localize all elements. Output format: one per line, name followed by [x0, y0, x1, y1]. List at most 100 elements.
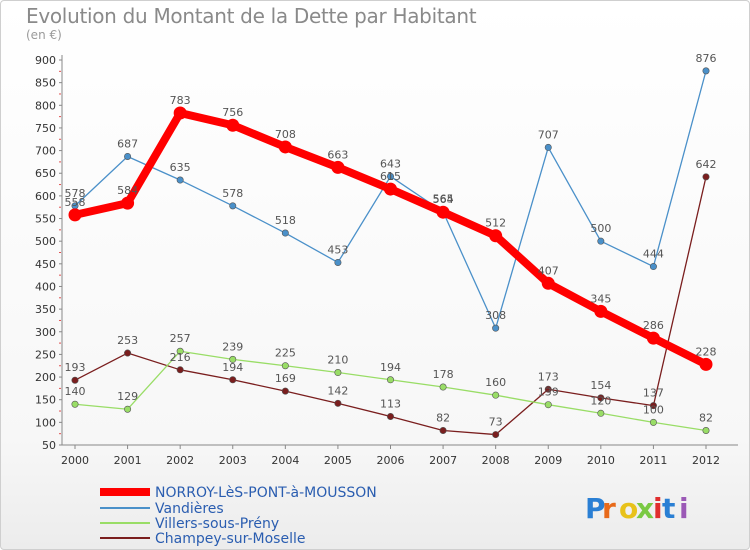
data-label: 253: [117, 334, 138, 347]
data-label: 225: [275, 347, 296, 360]
data-point: [489, 229, 503, 243]
data-label: 518: [275, 214, 296, 227]
data-label: 564: [433, 193, 454, 206]
data-label: 642: [696, 158, 717, 171]
data-point: [124, 349, 132, 357]
x-tick-label: 2006: [377, 454, 405, 467]
series-lines: [68, 67, 713, 439]
data-point: [384, 182, 397, 196]
data-label: 169: [275, 372, 296, 385]
y-tick-label: 750: [35, 122, 56, 135]
y-tick-label: 500: [35, 235, 56, 248]
data-point: [281, 362, 289, 370]
y-tick-label: 200: [35, 371, 56, 384]
data-label: 228: [696, 345, 717, 358]
data-label: 139: [538, 386, 559, 399]
legend-label: NORROY-LèS-PONT-à-MOUSSON: [155, 485, 377, 501]
data-labels: 558 584 783 756 708 663 615 564 512 407 345 286 228 5…: [65, 52, 717, 429]
data-point: [699, 357, 713, 371]
data-point: [334, 399, 342, 407]
legend-label: Champey-sur-Moselle: [155, 531, 305, 547]
data-point: [649, 418, 657, 426]
data-label: 783: [170, 94, 191, 107]
data-point: [544, 401, 552, 409]
data-point: [702, 427, 710, 435]
data-label: 565: [433, 193, 454, 206]
series-line-3: [74, 176, 707, 436]
data-label: 82: [699, 412, 713, 425]
x-tick-label: 2003: [219, 454, 247, 467]
data-point: [436, 205, 450, 219]
series-line-1: [74, 70, 707, 329]
x-tick-label: 2004: [271, 454, 299, 467]
y-tick-label: 350: [35, 303, 56, 316]
data-point: [229, 376, 237, 384]
legend: NORROY-LèS-PONT-à-MOUSSONVandièresViller…: [100, 485, 377, 547]
data-label: 876: [696, 52, 717, 65]
data-label: 707: [538, 128, 559, 141]
y-tick-label: 400: [35, 280, 56, 293]
data-label: 73: [489, 416, 503, 429]
data-point: [334, 258, 342, 266]
data-label: 286: [643, 319, 664, 332]
legend-label: Villers-sous-Prény: [155, 516, 279, 532]
data-label: 512: [485, 217, 506, 230]
data-label: 578: [222, 187, 243, 200]
data-point: [594, 304, 608, 318]
data-label: 210: [327, 354, 348, 367]
y-tick-label: 100: [35, 416, 56, 429]
data-point: [386, 172, 394, 180]
logo-letter: x: [636, 492, 654, 525]
data-point: [649, 263, 657, 271]
data-label: 708: [275, 128, 296, 141]
data-point: [386, 412, 394, 420]
logo-letter: t: [662, 492, 675, 525]
data-point: [121, 196, 135, 210]
data-point: [492, 431, 500, 439]
chart-unit-note: (en €): [26, 28, 62, 42]
x-tick-label: 2012: [692, 454, 720, 467]
data-label: 113: [380, 397, 401, 410]
data-point: [544, 385, 552, 393]
data-point: [492, 324, 500, 332]
data-point: [71, 400, 79, 408]
data-label: 216: [170, 351, 191, 364]
data-label: 82: [436, 412, 450, 425]
x-tick-label: 2009: [534, 454, 562, 467]
y-tick-label: 550: [35, 213, 56, 226]
data-point: [281, 387, 289, 395]
x-tick-label: 2001: [114, 454, 142, 467]
data-point: [68, 208, 82, 222]
data-label: 239: [222, 340, 243, 353]
data-point: [281, 229, 289, 237]
data-label: 407: [538, 264, 559, 277]
data-label: 178: [433, 368, 454, 381]
x-tick-label: 2007: [429, 454, 457, 467]
data-point: [702, 67, 710, 75]
data-label: 142: [327, 384, 348, 397]
x-tick-label: 2002: [166, 454, 194, 467]
data-label: 643: [380, 157, 401, 170]
data-label: 584: [117, 184, 138, 197]
x-tick-label: 2000: [61, 454, 89, 467]
data-label: 193: [65, 361, 86, 374]
data-label: 194: [380, 361, 401, 374]
data-point: [646, 331, 660, 345]
y-tick-label: 250: [35, 348, 56, 361]
data-label: 137: [643, 387, 664, 400]
data-label: 194: [222, 361, 243, 374]
logo-letter: P: [585, 492, 606, 525]
data-point: [544, 143, 552, 151]
x-tick-label: 2005: [324, 454, 352, 467]
data-label: 453: [327, 243, 348, 256]
proxiti-logo: Pr oxi t i: [585, 492, 689, 525]
y-tick-label: 50: [42, 439, 56, 452]
y-tick-label: 150: [35, 394, 56, 407]
data-label: 140: [65, 385, 86, 398]
y-tick-label: 450: [35, 258, 56, 271]
data-point: [229, 202, 237, 210]
data-point: [331, 160, 345, 174]
data-label: 129: [117, 390, 138, 403]
x-tick-label: 2011: [639, 454, 667, 467]
data-point: [173, 106, 187, 120]
